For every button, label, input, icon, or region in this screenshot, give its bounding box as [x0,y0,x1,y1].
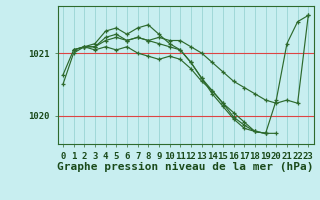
X-axis label: Graphe pression niveau de la mer (hPa): Graphe pression niveau de la mer (hPa) [57,162,314,172]
